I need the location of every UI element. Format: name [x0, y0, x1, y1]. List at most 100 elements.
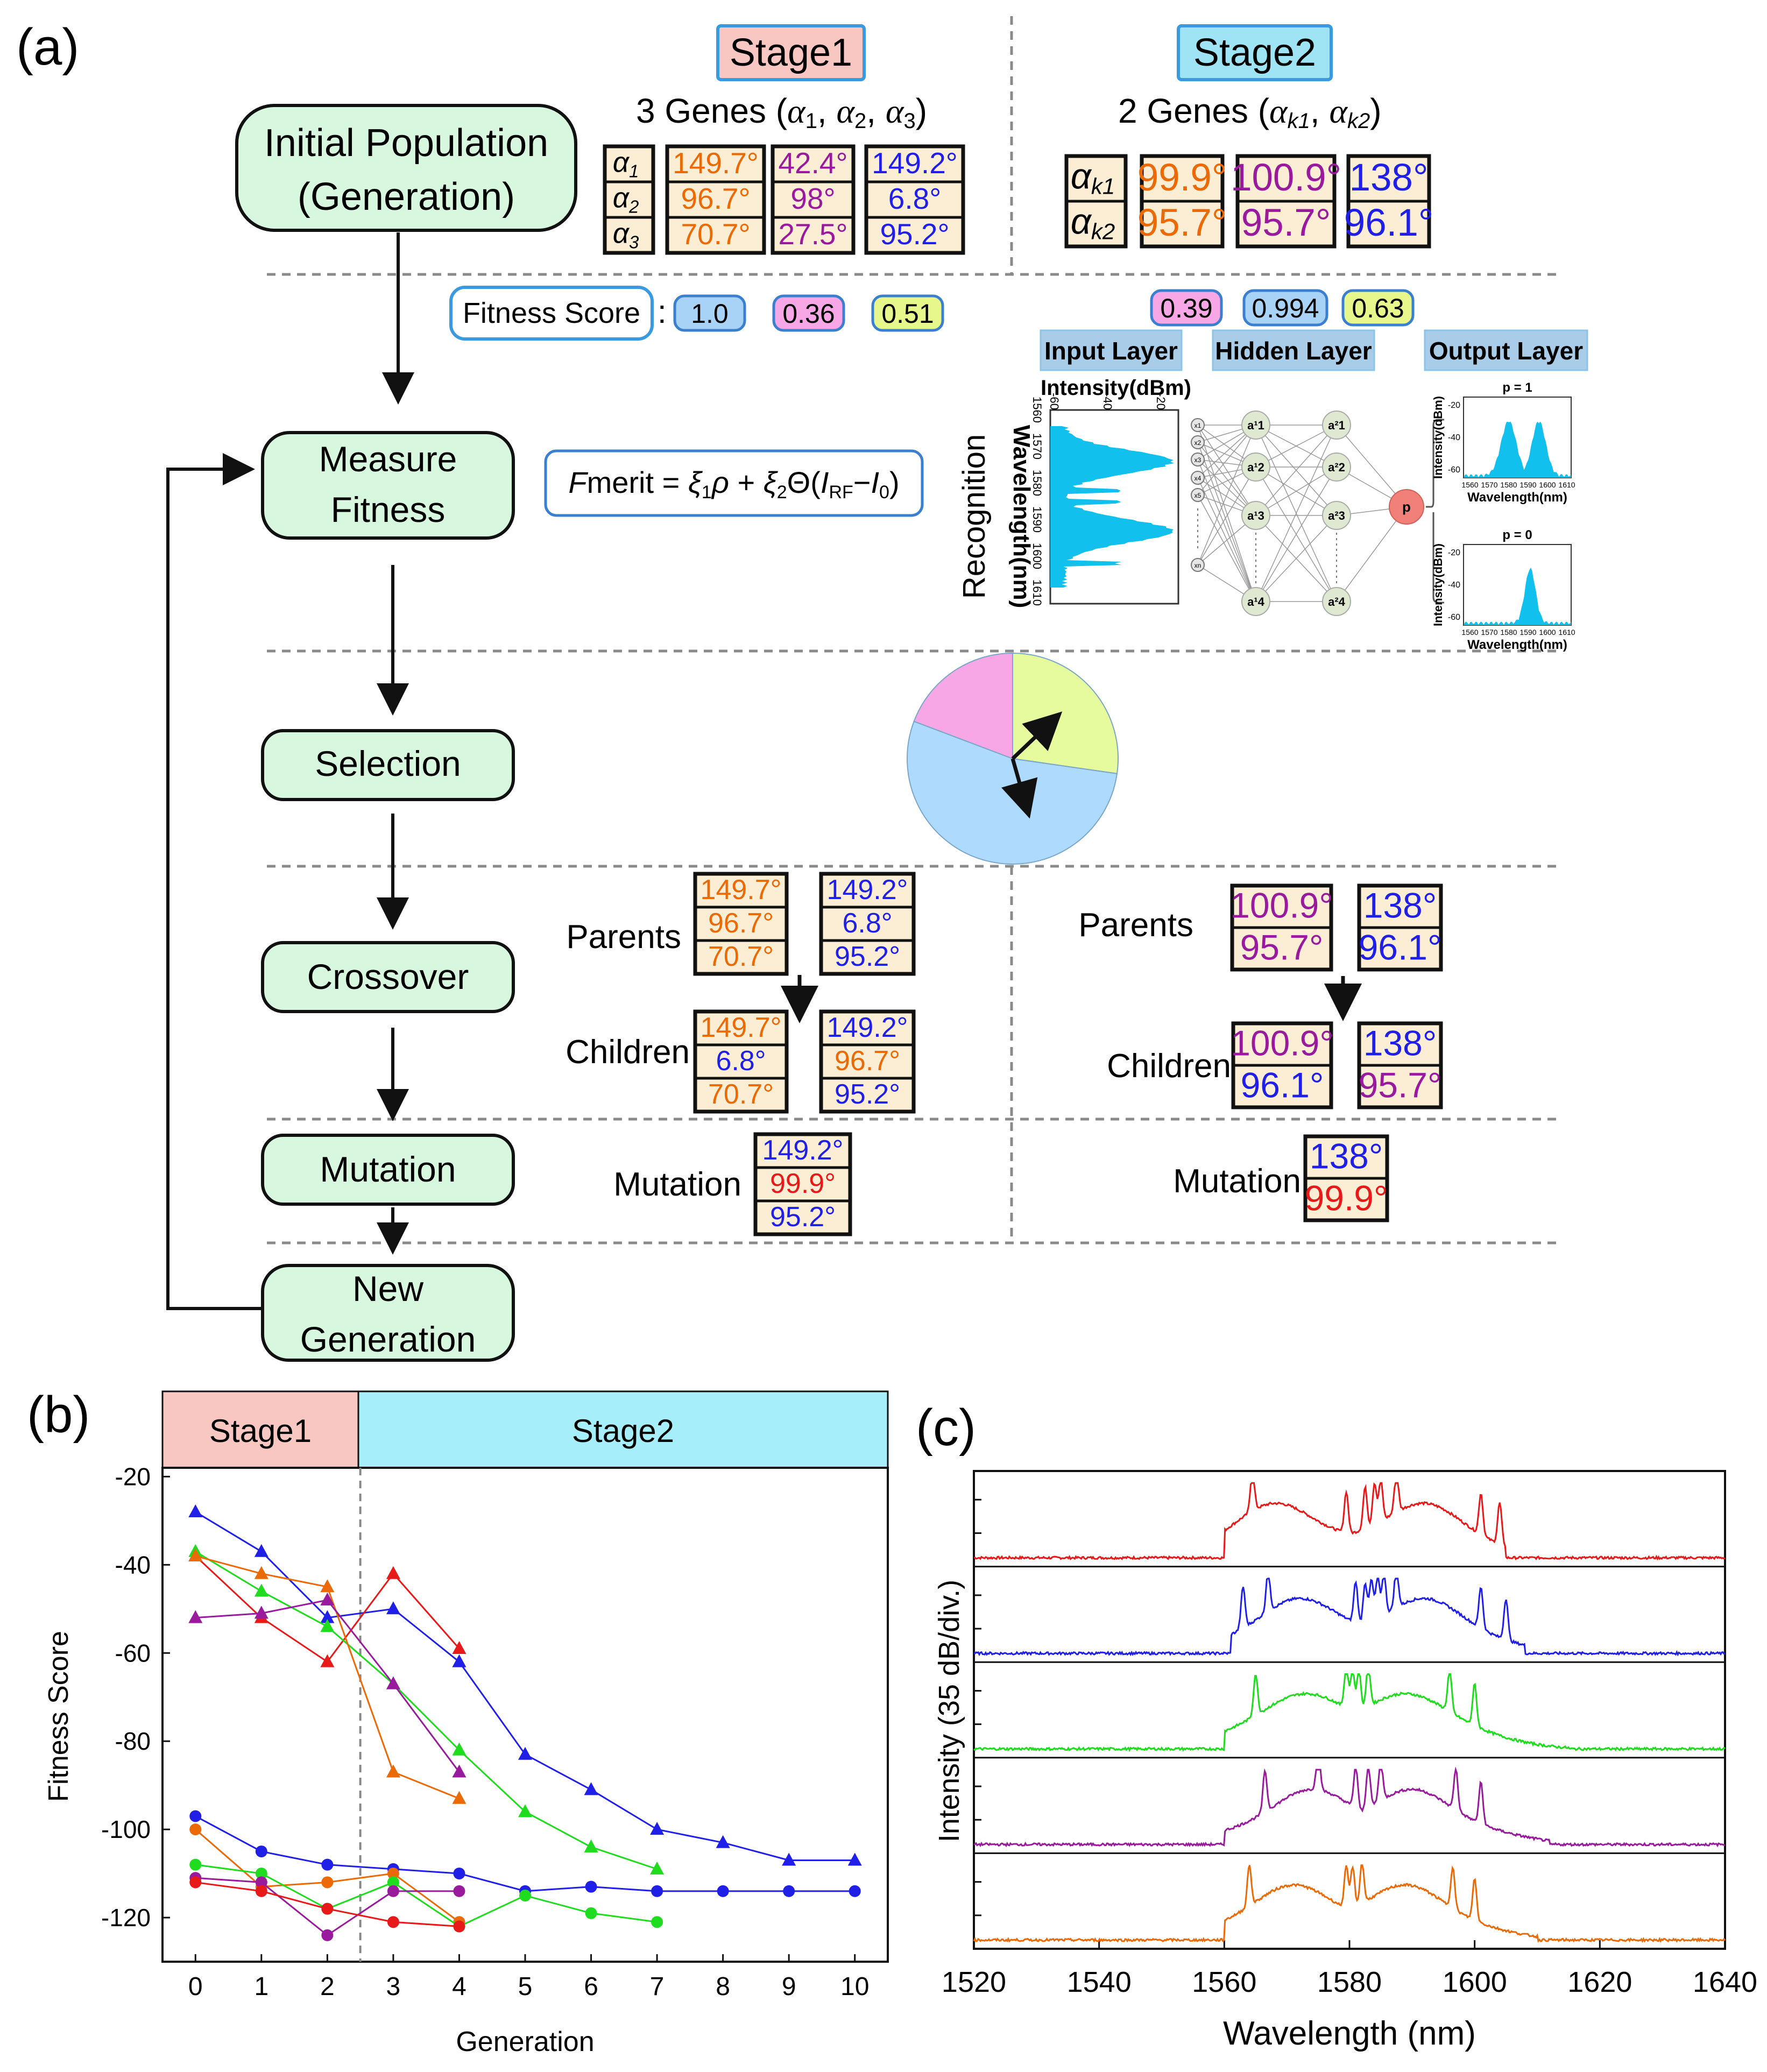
hidden1-node: [1241, 587, 1270, 616]
stage1-parent-value: 96.7°: [708, 908, 774, 939]
hidden1-node-label: a¹2: [1247, 461, 1264, 474]
mini-spectrum-ylabel: Intensity(dBm): [1431, 396, 1445, 479]
chart-b-point-blue-circle: [585, 1880, 597, 1893]
stage2-band: [357, 1390, 889, 1469]
edge-hidden1-hidden2: [1255, 425, 1337, 602]
fitness-colon: :: [658, 294, 667, 330]
chart-b-point-blue-circle: [651, 1885, 663, 1897]
chart-b-line-green-circle: [195, 1864, 658, 1928]
chart-c-xlabel: Wavelength (nm): [1223, 2015, 1476, 2052]
chart-b-point-orange-circle: [387, 1868, 399, 1880]
chart-b-point-blue-circle: [255, 1845, 267, 1858]
chart-b-ytick-label: -80: [115, 1727, 151, 1755]
chart-b-point-blue-triangle: [386, 1601, 400, 1615]
input-node-label: x2: [1195, 439, 1201, 447]
hidden2-node: [1322, 452, 1351, 482]
stage1-chromosome-value: 96.7°: [681, 182, 750, 215]
edge-input-hidden1: [1197, 425, 1256, 496]
mini-spectrum-xlabel: Wavelength(nm): [1467, 638, 1567, 652]
edge-input-hidden1: [1197, 466, 1256, 565]
chart-b-point-green-circle: [387, 1876, 399, 1889]
stage1-chromosome-value: 70.7°: [681, 217, 750, 251]
panel-c: (c) 1520 1540 1560 1580 1600 1620 1640 Wavelen…: [916, 1399, 1757, 2052]
stage1-chromosome-value: 149.7°: [673, 146, 759, 180]
input-plot-xtick: -60: [1048, 393, 1061, 410]
hidden2-node-label: a²4: [1328, 595, 1346, 609]
output-brace: [1426, 419, 1444, 604]
stage1-child: 149.7°6.8°70.7°: [693, 1009, 789, 1114]
neural-network-diagram: Input Layer Hidden Layer Output Layer In…: [957, 329, 1588, 652]
stage1-chromosome-frame: [864, 144, 965, 255]
mini-spectrum-xtick: 1600: [1539, 628, 1556, 637]
input-node-label: x4: [1195, 475, 1201, 482]
chart-b-point-green-triangle: [254, 1583, 268, 1597]
mini-spectrum-xtick: 1590: [1519, 480, 1536, 489]
hidden-layer-header: [1212, 329, 1375, 371]
input-node: [1191, 488, 1205, 502]
parents-label-stage1: Parents: [566, 918, 681, 956]
panel-a: (a) Stage1 Stage2 3 Genes (α1, α2, α3) 2…: [16, 16, 1588, 1362]
mini-spectrum-xtick: 1570: [1481, 480, 1497, 489]
chart-b-point-blue-triangle: [320, 1610, 335, 1623]
input-plot-ytick: 1580: [1030, 470, 1044, 496]
chart-b-point-red-circle: [255, 1885, 267, 1897]
chart-b-ytick-label: -40: [115, 1551, 151, 1579]
mini-spectrum-xtick: 1610: [1558, 480, 1575, 489]
fitness-value-stage2: 0.39: [1160, 293, 1212, 323]
mini-spectrum-ytick: -60: [1448, 465, 1460, 475]
chart-c-xtick-label: 1560: [1192, 1966, 1256, 1998]
input-node-label: x5: [1195, 492, 1201, 499]
stage1-parent-value: 95.2°: [835, 941, 900, 972]
input-wavelength-label: Wavelength(nm): [1008, 425, 1035, 609]
input-plot-ytick: 1570: [1030, 433, 1044, 459]
input-plot-ytick: 1590: [1030, 506, 1044, 533]
chart-b-point-green-circle: [189, 1858, 202, 1871]
chart-b-point-purple-circle: [321, 1929, 334, 1941]
output-node: [1389, 489, 1424, 525]
chart-b-plot: 0 1 2 3 4 5 6 7 8 9 10 -20 -40 -60 -80 -100 -120: [101, 1462, 870, 2001]
mini-spectrum-ytick: -40: [1448, 581, 1460, 590]
hidden2-node-label: a²2: [1328, 461, 1345, 474]
chart-b-point-blue-circle: [453, 1868, 465, 1880]
hidden2-node: [1322, 587, 1351, 616]
output-node-label: p: [1402, 499, 1411, 515]
mini-spectrum-ytick: -60: [1448, 613, 1460, 622]
fitness-pills: 1.0 0.36 0.51 0.39 0.994 0.63: [673, 289, 1415, 332]
mini-spectrum-xtick: 1580: [1500, 628, 1517, 637]
stage1-parent-value: 149.2°: [827, 874, 908, 906]
mutation-label-stage2: Mutation: [1173, 1163, 1301, 1200]
stage1-chromosome-value: 98°: [790, 182, 835, 215]
chart-b-point-blue-circle: [189, 1810, 202, 1822]
chart-b-point-orange-triangle: [386, 1764, 400, 1778]
stage2-genes-title: 2 Genes (αk1, αk2): [1118, 91, 1382, 133]
chart-b-point-orange-triangle: [254, 1566, 268, 1579]
chart-b-point-red-circle: [453, 1920, 465, 1933]
chart-b-line-green-triangle: [195, 1551, 658, 1870]
stage1-mutant-value: 149.2°: [762, 1135, 844, 1166]
chart-b-point-blue-circle: [783, 1885, 795, 1897]
chart-b-xtick-label: 4: [452, 1972, 467, 2001]
chart-b-point-green-circle: [651, 1916, 663, 1928]
chart-b-point-blue-triangle: [452, 1654, 467, 1667]
chart-b-point-purple-triangle: [188, 1610, 203, 1623]
input-node-label: x1: [1195, 422, 1201, 429]
node-initial-population: Initial Population (Generation): [235, 104, 577, 232]
stage1-child-value: 149.7°: [701, 1012, 782, 1043]
mini-spectrum-xtick: 1590: [1519, 628, 1536, 637]
input-plot-ytick: 1610: [1030, 579, 1044, 606]
edge-input-hidden1: [1197, 442, 1256, 516]
chart-b-point-green-triangle: [518, 1804, 532, 1818]
chart-b-point-green-circle: [519, 1890, 531, 1902]
chart-b-point-purple-triangle: [452, 1764, 467, 1778]
stage2-badge: Stage2: [1193, 31, 1316, 74]
mini-spectrum-title: p = 1: [1502, 380, 1532, 395]
hidden1-node: [1241, 501, 1270, 530]
input-plot-xtick: -20: [1154, 393, 1168, 410]
stage1-gene-labels-label: α1: [613, 147, 639, 181]
node-measure-fitness-line2: Fitness: [331, 490, 446, 529]
fitness-value-stage1: 1.0: [691, 299, 729, 329]
chart-b-ytick-label: -20: [115, 1462, 151, 1490]
chart-b-xtick-label: 1: [254, 1972, 268, 2001]
stage1-parent-value: 149.7°: [701, 874, 782, 906]
